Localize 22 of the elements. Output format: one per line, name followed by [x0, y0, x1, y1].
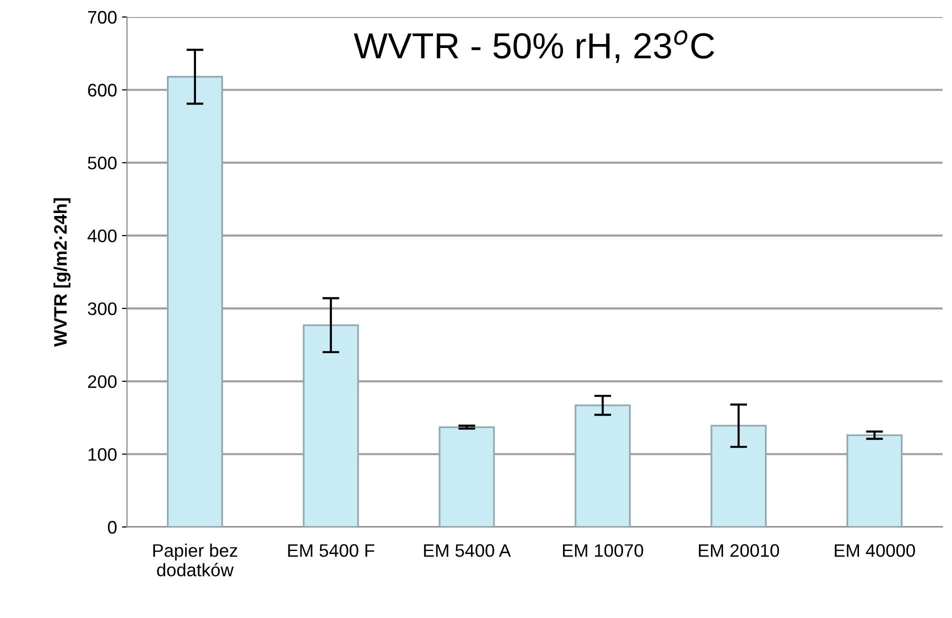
- y-axis-title: WVTR [g/m2·24h]: [54, 198, 70, 347]
- x-tick-label: EM 20010: [698, 544, 780, 557]
- y-tick-label: 700: [88, 10, 117, 24]
- y-tick-label: 300: [88, 302, 117, 316]
- x-tick-label: EM 40000: [834, 544, 915, 557]
- x-tick-label: EM 5400 F: [288, 544, 374, 557]
- bar: [302, 324, 359, 527]
- bar: [574, 404, 631, 527]
- y-tick-label: 200: [88, 375, 117, 388]
- y-tick-label: 600: [88, 84, 117, 97]
- y-tick-label: 400: [88, 230, 117, 242]
- y-tick-label: 500: [88, 156, 117, 170]
- x-tick-label: Papier bez dodatków: [153, 544, 238, 576]
- y-tick-label: 0: [108, 520, 117, 534]
- bar: [710, 424, 767, 527]
- chart-title: WVTR - 50% rH, 23$^{o}$C: [354, 30, 714, 63]
- x-tick-label: EM 5400 A: [424, 544, 511, 557]
- bar: [846, 434, 903, 527]
- y-tick-label: 100: [88, 448, 117, 461]
- bar: [438, 426, 495, 527]
- bar: [166, 76, 223, 527]
- x-tick-label: EM 10070: [563, 544, 644, 557]
